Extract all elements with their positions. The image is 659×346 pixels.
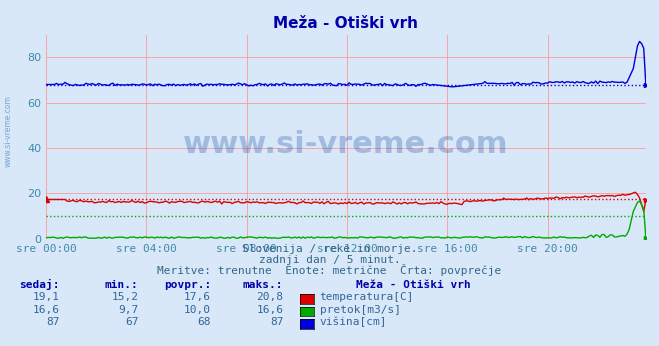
Text: 87: 87 <box>270 317 283 327</box>
Text: min.:: min.: <box>105 280 138 290</box>
Text: višina[cm]: višina[cm] <box>320 317 387 327</box>
Text: temperatura[C]: temperatura[C] <box>320 292 414 302</box>
Text: pretok[m3/s]: pretok[m3/s] <box>320 305 401 315</box>
Text: 87: 87 <box>46 317 59 327</box>
Text: 67: 67 <box>125 317 138 327</box>
Text: 16,6: 16,6 <box>32 305 59 315</box>
Text: 20,8: 20,8 <box>256 292 283 302</box>
Text: 16,6: 16,6 <box>256 305 283 315</box>
Text: Meža - Otiški vrh: Meža - Otiški vrh <box>356 280 471 290</box>
Text: 9,7: 9,7 <box>118 305 138 315</box>
Text: 17,6: 17,6 <box>184 292 211 302</box>
Text: zadnji dan / 5 minut.: zadnji dan / 5 minut. <box>258 255 401 265</box>
Text: www.si-vreme.com: www.si-vreme.com <box>183 130 509 160</box>
Text: 10,0: 10,0 <box>184 305 211 315</box>
Text: www.si-vreme.com: www.si-vreme.com <box>3 95 13 167</box>
Text: povpr.:: povpr.: <box>163 280 211 290</box>
Text: 15,2: 15,2 <box>111 292 138 302</box>
Text: 19,1: 19,1 <box>32 292 59 302</box>
Title: Meža - Otiški vrh: Meža - Otiški vrh <box>273 16 418 31</box>
Text: sedaj:: sedaj: <box>19 279 59 290</box>
Text: Meritve: trenutne  Enote: metrične  Črta: povprečje: Meritve: trenutne Enote: metrične Črta: … <box>158 264 501 276</box>
Text: maks.:: maks.: <box>243 280 283 290</box>
Text: 68: 68 <box>198 317 211 327</box>
Text: Slovenija / reke in morje.: Slovenija / reke in morje. <box>242 244 417 254</box>
